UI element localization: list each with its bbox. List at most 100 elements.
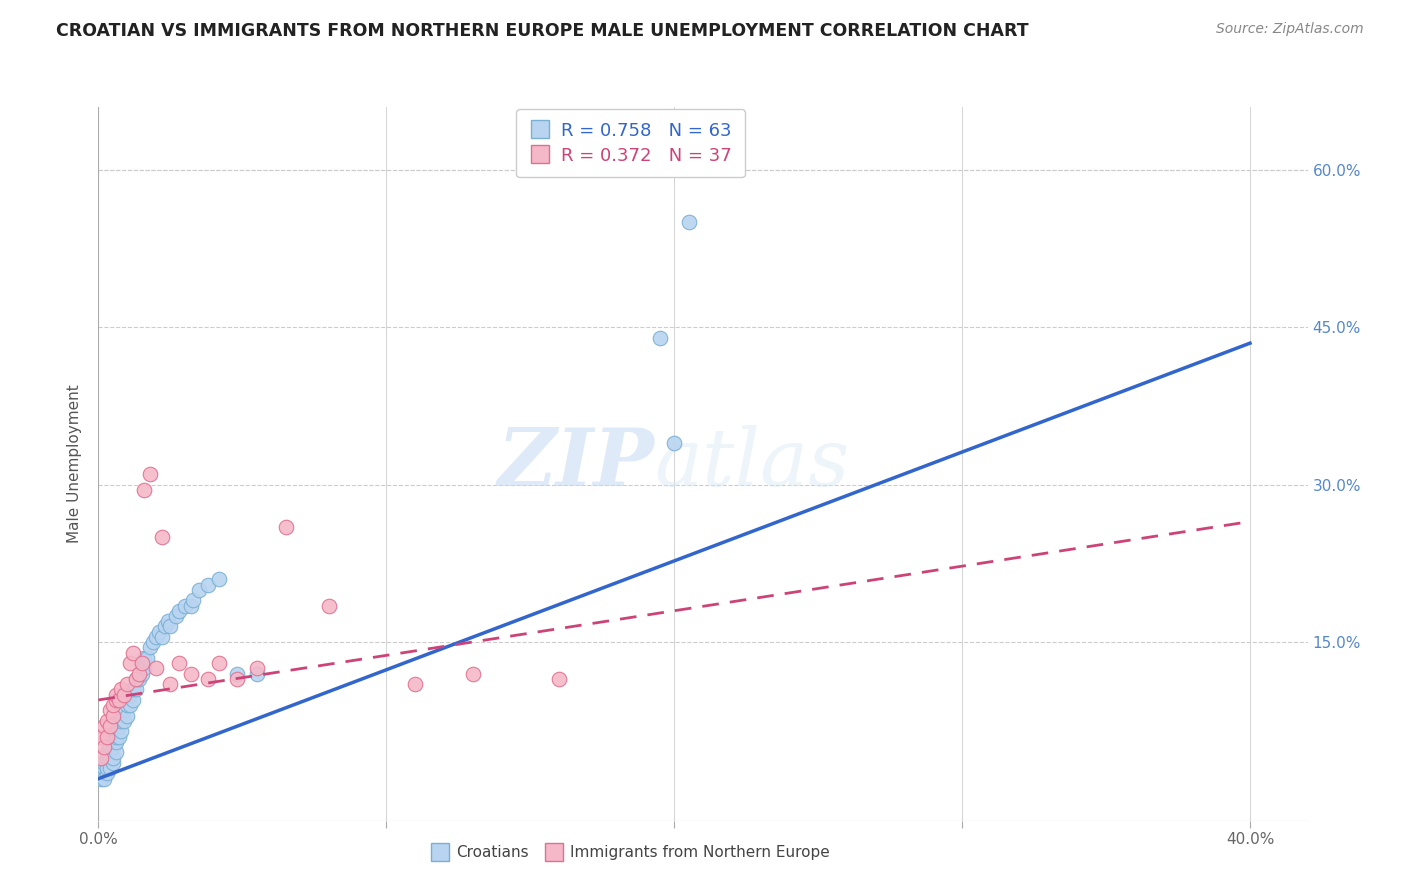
- Point: [96, 766, 118, 780]
- Point: [93, 719, 115, 733]
- Point: [139, 467, 162, 482]
- Point: [96, 750, 118, 764]
- Point: [128, 666, 150, 681]
- Point: [115, 708, 138, 723]
- Point: [101, 756, 124, 770]
- Point: [93, 756, 115, 770]
- Point: [101, 740, 124, 755]
- Point: [101, 750, 124, 764]
- Point: [120, 688, 142, 702]
- Point: [134, 651, 156, 665]
- Point: [107, 730, 129, 744]
- Point: [225, 666, 247, 681]
- Point: [112, 714, 135, 728]
- Point: [159, 619, 181, 633]
- Point: [404, 677, 426, 691]
- Point: [208, 572, 231, 586]
- Point: [120, 698, 142, 713]
- Point: [183, 593, 205, 607]
- Point: [98, 719, 121, 733]
- Point: [167, 604, 190, 618]
- Y-axis label: Male Unemployment: Male Unemployment: [67, 384, 83, 543]
- Point: [98, 761, 121, 775]
- Point: [197, 577, 219, 591]
- Point: [125, 672, 148, 686]
- Point: [461, 666, 484, 681]
- Point: [98, 750, 121, 764]
- Point: [110, 682, 132, 697]
- Point: [188, 582, 211, 597]
- Point: [156, 614, 179, 628]
- Point: [122, 693, 145, 707]
- Point: [159, 677, 181, 691]
- Text: atlas: atlas: [655, 425, 851, 502]
- Point: [104, 693, 127, 707]
- Point: [128, 672, 150, 686]
- Point: [107, 693, 129, 707]
- Point: [96, 761, 118, 775]
- Point: [125, 672, 148, 686]
- Point: [96, 730, 118, 744]
- Point: [134, 661, 156, 675]
- Text: CROATIAN VS IMMIGRANTS FROM NORTHERN EUROPE MALE UNEMPLOYMENT CORRELATION CHART: CROATIAN VS IMMIGRANTS FROM NORTHERN EUR…: [56, 22, 1029, 40]
- Point: [136, 651, 159, 665]
- Point: [90, 730, 112, 744]
- Point: [225, 672, 247, 686]
- Point: [115, 698, 138, 713]
- Point: [120, 657, 142, 671]
- Point: [180, 599, 202, 613]
- Point: [153, 619, 176, 633]
- Point: [150, 630, 173, 644]
- Point: [125, 682, 148, 697]
- Point: [90, 772, 112, 786]
- Point: [142, 635, 165, 649]
- Point: [112, 703, 135, 717]
- Point: [145, 661, 167, 675]
- Point: [98, 740, 121, 755]
- Point: [101, 730, 124, 744]
- Point: [274, 520, 297, 534]
- Point: [104, 735, 127, 749]
- Point: [648, 331, 671, 345]
- Point: [104, 730, 127, 744]
- Point: [107, 714, 129, 728]
- Point: [115, 677, 138, 691]
- Point: [122, 646, 145, 660]
- Text: Source: ZipAtlas.com: Source: ZipAtlas.com: [1216, 22, 1364, 37]
- Point: [150, 530, 173, 544]
- Point: [101, 698, 124, 713]
- Point: [548, 672, 571, 686]
- Point: [101, 708, 124, 723]
- Point: [180, 666, 202, 681]
- Point: [664, 435, 686, 450]
- Point: [173, 599, 195, 613]
- Point: [104, 688, 127, 702]
- Point: [122, 682, 145, 697]
- Point: [110, 724, 132, 739]
- Point: [107, 719, 129, 733]
- Point: [131, 657, 153, 671]
- Point: [93, 740, 115, 755]
- Point: [148, 624, 170, 639]
- Point: [167, 657, 190, 671]
- Point: [90, 750, 112, 764]
- Point: [134, 483, 156, 497]
- Point: [246, 666, 269, 681]
- Point: [131, 666, 153, 681]
- Point: [98, 703, 121, 717]
- Point: [112, 688, 135, 702]
- Point: [110, 714, 132, 728]
- Point: [96, 714, 118, 728]
- Point: [139, 640, 162, 655]
- Point: [93, 761, 115, 775]
- Point: [165, 609, 187, 624]
- Point: [208, 657, 231, 671]
- Point: [93, 772, 115, 786]
- Point: [197, 672, 219, 686]
- Point: [90, 766, 112, 780]
- Point: [246, 661, 269, 675]
- Point: [104, 746, 127, 760]
- Legend: Croatians, Immigrants from Northern Europe: Croatians, Immigrants from Northern Euro…: [425, 839, 837, 866]
- Point: [131, 657, 153, 671]
- Point: [678, 215, 700, 229]
